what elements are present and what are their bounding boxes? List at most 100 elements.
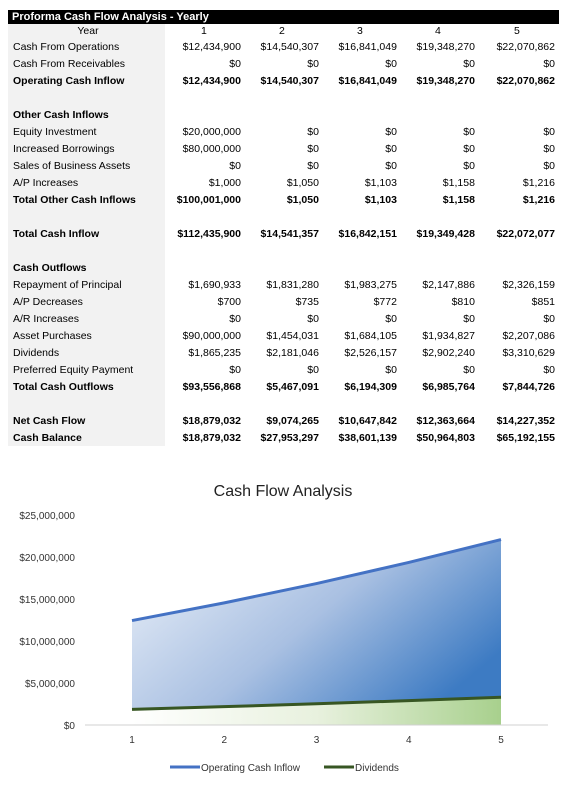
row-value: $1,934,827: [422, 329, 475, 342]
table-row: Cash Outflows: [8, 259, 559, 276]
row-value: $93,556,868: [182, 380, 241, 393]
row-value: $0: [463, 57, 475, 70]
row-value: $3,310,629: [502, 346, 555, 359]
header-year-4: 4: [435, 25, 441, 37]
row-value: [321, 395, 399, 412]
row-value: $12,363,664: [416, 414, 475, 427]
x-tick-label: 2: [221, 735, 227, 746]
row-value: $22,070,862: [496, 40, 555, 53]
row-value: [477, 106, 559, 123]
row-label: Total Cash Outflows: [8, 378, 165, 395]
row-value: $50,964,803: [416, 431, 475, 444]
table-row: Other Cash Inflows: [8, 106, 559, 123]
row-value: $1,158: [442, 176, 475, 189]
row-label: Equity Investment: [8, 123, 165, 140]
row-value: $2,526,157: [344, 346, 397, 359]
row-value: $0: [307, 363, 319, 376]
row-label: Cash From Operations: [8, 38, 165, 55]
row-value: $65,192,155: [496, 431, 555, 444]
row-value: $90,000,000: [182, 329, 241, 342]
table-row: Total Cash Inflow $112,435,900 $14,541,357…: [8, 225, 559, 242]
row-value: [477, 395, 559, 412]
row-value: $38,601,139: [338, 431, 397, 444]
row-value: $2,181,046: [266, 346, 319, 359]
cash-flow-chart: Cash Flow Analysis $0 $5,000,000 $10,000,00…: [0, 475, 575, 789]
x-tick-label: 3: [314, 735, 320, 746]
row-value: $7,844,726: [502, 380, 555, 393]
row-value: [321, 259, 399, 276]
row-value: [399, 89, 477, 106]
y-tick-label: $0: [64, 721, 76, 732]
row-label: Cash From Receivables: [8, 55, 165, 72]
row-value: $0: [463, 159, 475, 172]
row-value: [321, 208, 399, 225]
row-value: $0: [307, 312, 319, 325]
row-value: $0: [307, 159, 319, 172]
row-value: $0: [543, 312, 555, 325]
row-value: [165, 242, 243, 259]
row-value: $1,216: [522, 176, 555, 189]
row-value: $0: [307, 142, 319, 155]
row-value: $12,434,900: [182, 40, 241, 53]
row-label: Other Cash Inflows: [8, 106, 165, 123]
row-value: $1,831,280: [266, 278, 319, 291]
row-label: A/P Increases: [8, 174, 165, 191]
row-value: $20,000,000: [182, 125, 241, 138]
row-label: Total Other Cash Inflows: [8, 191, 165, 208]
area-operating-cash-inflow: [132, 539, 501, 725]
row-value: [477, 208, 559, 225]
row-value: $100,001,000: [176, 193, 241, 206]
table-row: [8, 89, 559, 106]
row-value: [243, 89, 321, 106]
row-value: $5,467,091: [266, 380, 319, 393]
row-value: [399, 208, 477, 225]
row-value: $2,147,886: [422, 278, 475, 291]
row-value: $14,541,357: [260, 227, 319, 240]
row-value: [243, 242, 321, 259]
row-value: $0: [543, 57, 555, 70]
row-value: $18,879,032: [182, 431, 241, 444]
row-value: [321, 106, 399, 123]
row-value: $16,841,049: [338, 40, 397, 53]
row-value: $1,684,105: [344, 329, 397, 342]
row-value: $2,902,240: [422, 346, 475, 359]
row-value: $0: [229, 312, 241, 325]
row-label: Total Cash Inflow: [8, 225, 165, 242]
y-tick-label: $5,000,000: [25, 679, 75, 690]
table-row: Dividends $1,865,235 $2,181,046 $2,526,157 $…: [8, 344, 559, 361]
row-value: [165, 208, 243, 225]
row-value: [243, 208, 321, 225]
row-value: $0: [543, 159, 555, 172]
row-value: [321, 242, 399, 259]
row-value: $0: [463, 125, 475, 138]
row-value: $0: [385, 142, 397, 155]
row-value: $16,842,151: [338, 227, 397, 240]
row-value: [477, 89, 559, 106]
row-value: [243, 106, 321, 123]
table-row: A/P Increases $1,000 $1,050 $1,103 $1,158 $1,…: [8, 174, 559, 191]
row-value: $6,985,764: [422, 380, 475, 393]
line-operating-cash-inflow: [131, 538, 502, 623]
row-value: $810: [451, 295, 475, 308]
table-row: A/P Decreases $700 $735 $772 $810 $851: [8, 293, 559, 310]
table-row: Total Cash Outflows $93,556,868 $5,467,091…: [8, 378, 559, 395]
table-row: Repayment of Principal $1,690,933 $1,831,2…: [8, 276, 559, 293]
header-year-1: 1: [201, 25, 207, 37]
row-value: [165, 395, 243, 412]
row-label: [8, 208, 165, 225]
row-value: $6,194,309: [344, 380, 397, 393]
row-value: [165, 106, 243, 123]
table-row: Sales of Business Assets $0 $0 $0 $0 $0: [8, 157, 559, 174]
table-row: Equity Investment $20,000,000 $0 $0 $0 $0: [8, 123, 559, 140]
chart-title: Cash Flow Analysis: [214, 483, 353, 500]
row-value: $1,103: [364, 176, 397, 189]
x-tick-label: 4: [406, 735, 412, 746]
table-row: [8, 395, 559, 412]
table-title: Proforma Cash Flow Analysis - Yearly: [8, 10, 559, 24]
row-value: $14,540,307: [260, 40, 319, 53]
row-value: $1,050: [286, 193, 319, 206]
row-value: $112,435,900: [177, 227, 241, 240]
row-label: Preferred Equity Payment: [8, 361, 165, 378]
row-value: [477, 242, 559, 259]
row-value: $0: [307, 125, 319, 138]
